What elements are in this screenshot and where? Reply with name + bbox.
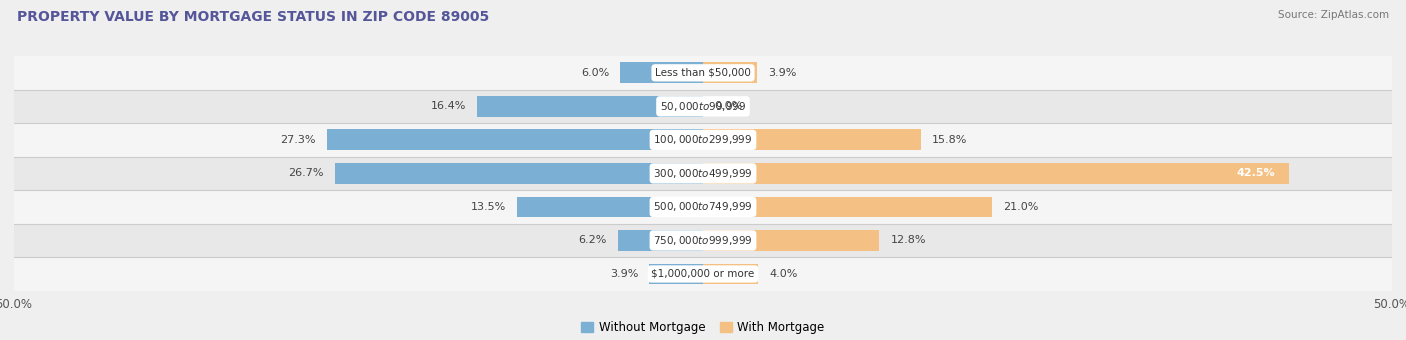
Bar: [14, 56, 1392, 90]
Text: $1,000,000 or more: $1,000,000 or more: [651, 269, 755, 279]
Bar: [14, 90, 1392, 123]
Bar: [14, 257, 1392, 291]
Legend: Without Mortgage, With Mortgage: Without Mortgage, With Mortgage: [576, 317, 830, 339]
Bar: [477, 96, 703, 117]
Text: 27.3%: 27.3%: [280, 135, 316, 145]
Bar: [335, 163, 703, 184]
Bar: [650, 264, 703, 284]
Bar: [617, 230, 703, 251]
Bar: [326, 130, 703, 150]
Bar: [14, 190, 1392, 224]
Bar: [14, 157, 1392, 190]
Text: $500,000 to $749,999: $500,000 to $749,999: [654, 200, 752, 214]
Bar: [703, 264, 758, 284]
Text: Source: ZipAtlas.com: Source: ZipAtlas.com: [1278, 10, 1389, 20]
Bar: [703, 63, 756, 83]
Text: 0.0%: 0.0%: [714, 101, 742, 112]
Bar: [703, 130, 921, 150]
Text: 3.9%: 3.9%: [768, 68, 796, 78]
Text: 12.8%: 12.8%: [890, 235, 927, 245]
Text: 15.8%: 15.8%: [932, 135, 967, 145]
Bar: [703, 197, 993, 217]
Text: 6.0%: 6.0%: [581, 68, 609, 78]
Bar: [620, 63, 703, 83]
Text: Less than $50,000: Less than $50,000: [655, 68, 751, 78]
Text: $750,000 to $999,999: $750,000 to $999,999: [654, 234, 752, 247]
Bar: [703, 163, 1289, 184]
Text: 42.5%: 42.5%: [1236, 168, 1275, 179]
Text: $100,000 to $299,999: $100,000 to $299,999: [654, 133, 752, 147]
Text: $300,000 to $499,999: $300,000 to $499,999: [654, 167, 752, 180]
Text: 26.7%: 26.7%: [288, 168, 323, 179]
Bar: [517, 197, 703, 217]
Bar: [14, 224, 1392, 257]
Text: PROPERTY VALUE BY MORTGAGE STATUS IN ZIP CODE 89005: PROPERTY VALUE BY MORTGAGE STATUS IN ZIP…: [17, 10, 489, 24]
Text: 4.0%: 4.0%: [769, 269, 797, 279]
Text: 13.5%: 13.5%: [471, 202, 506, 212]
Text: $50,000 to $99,999: $50,000 to $99,999: [659, 100, 747, 113]
Text: 21.0%: 21.0%: [1004, 202, 1039, 212]
Text: 6.2%: 6.2%: [578, 235, 606, 245]
Bar: [14, 123, 1392, 157]
Bar: [703, 230, 879, 251]
Text: 3.9%: 3.9%: [610, 269, 638, 279]
Text: 16.4%: 16.4%: [430, 101, 465, 112]
